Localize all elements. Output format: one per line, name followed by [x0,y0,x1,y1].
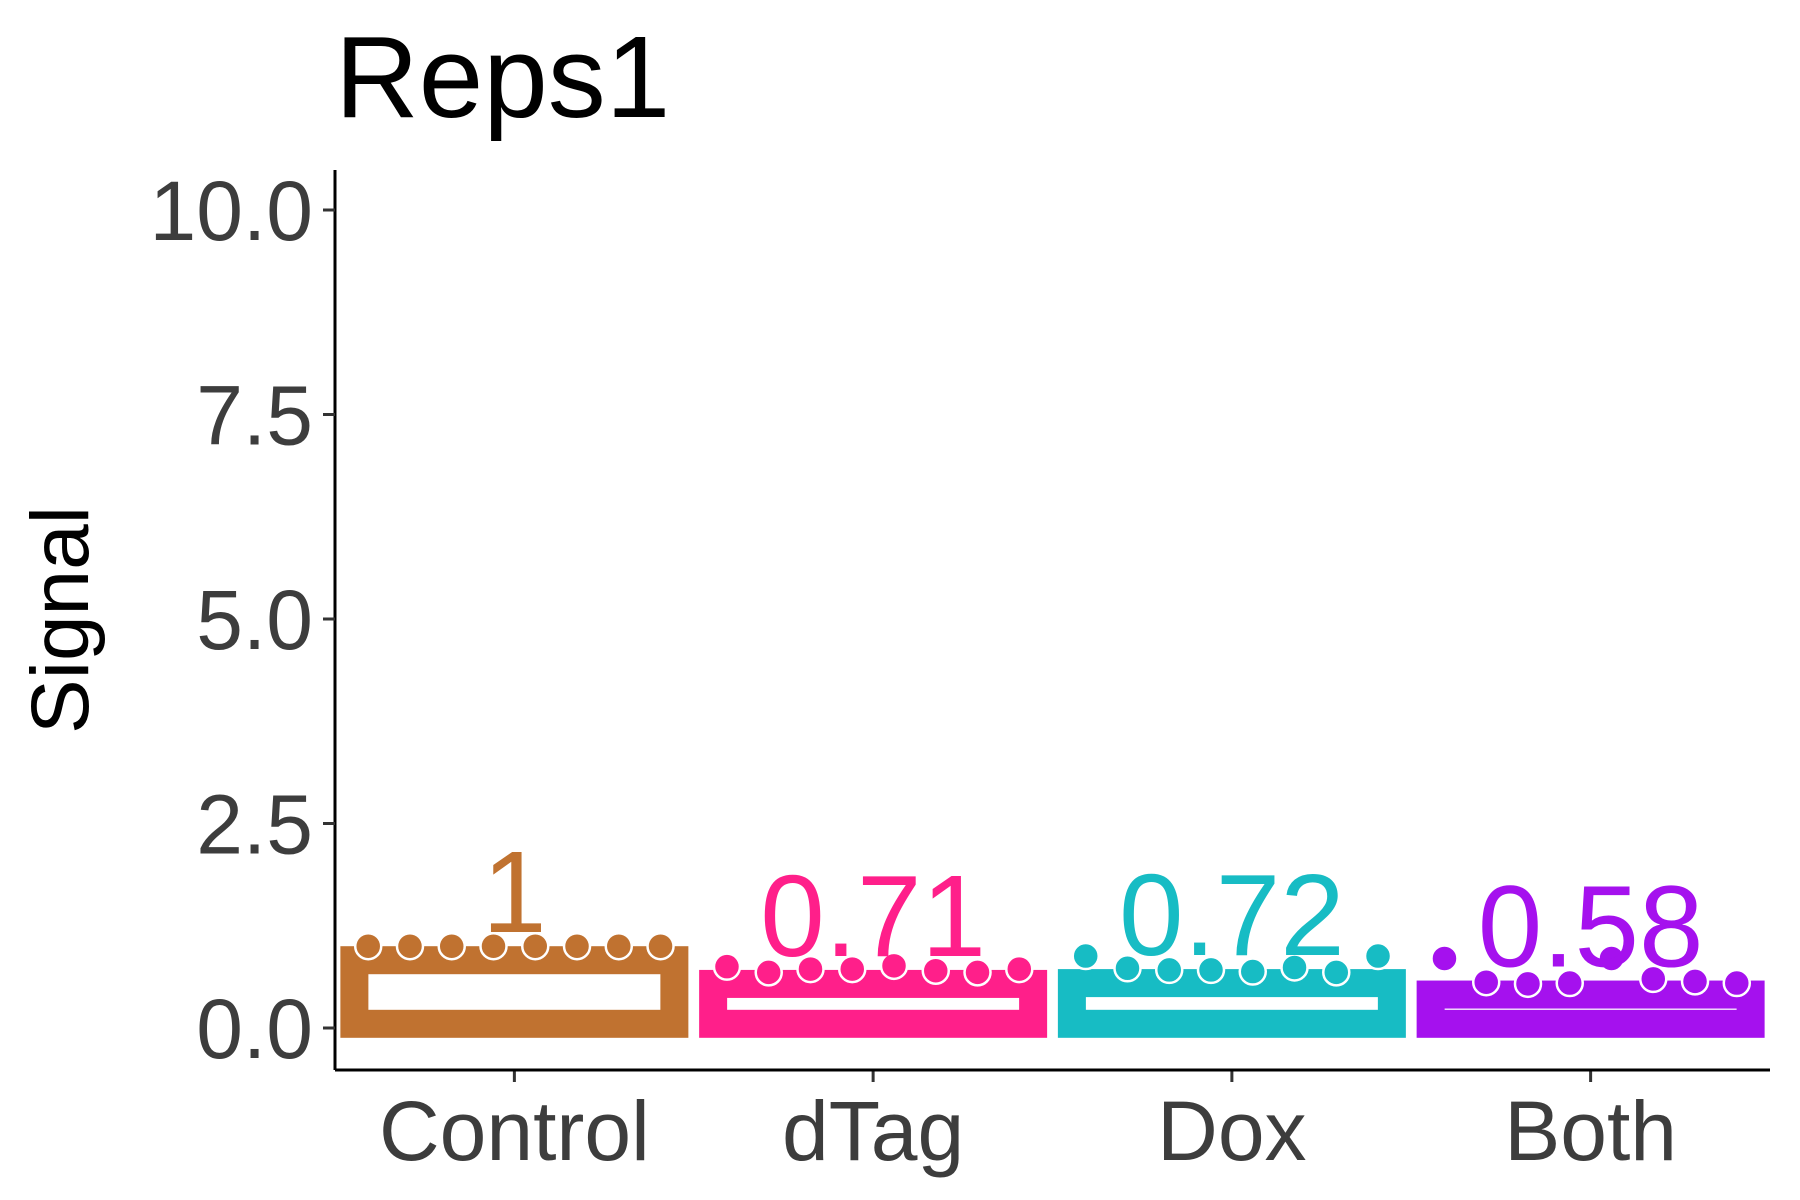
data-point-control [437,931,466,961]
x-tick-label-both: Both [1504,1084,1677,1178]
data-point-dox [1238,957,1268,986]
y-tick-label: 5.0 [196,573,313,667]
data-point-dox [1280,953,1309,982]
axes: Control dTag Dox Both 0.0 2.5 5.0 7.5 10.0 [150,164,1770,1178]
data-point-dtag [754,958,783,987]
data-point-control [562,931,592,961]
data-point-dtag [1005,954,1034,984]
data-point-control [646,931,675,961]
data-point-control [353,931,383,961]
y-tick-label: 2.5 [196,778,313,872]
data-point-dox [1363,941,1393,971]
x-tick-label-control: Control [379,1084,650,1178]
x-tick-label-dtag: dTag [782,1084,964,1178]
bar-both [1416,980,1765,1038]
bar-control [340,946,689,1038]
data-point-control [521,931,550,961]
data-point-both [1639,964,1668,994]
y-tick-label: 0.0 [196,982,313,1076]
data-point-dox [1154,955,1184,985]
data-label-dtag: 0.71 [760,851,986,981]
bar-dtag [699,969,1048,1038]
data-point-both [1471,967,1501,997]
data-point-dox [1071,941,1100,971]
data-label-both: 0.58 [1478,862,1704,992]
data-point-dtag [921,956,951,985]
data-point-dtag [837,954,867,984]
y-tick-label: 10.0 [150,164,314,258]
data-label-dox: 0.72 [1119,850,1345,980]
data-point-dox [1196,955,1226,985]
data-point-dox [1322,958,1351,987]
data-point-both [1597,944,1626,973]
data-labels-layer: 1 0.71 0.72 0.58 [482,827,1703,991]
data-point-dox [1113,954,1142,983]
data-point-control [395,931,425,961]
data-point-both [1722,968,1752,998]
bar-dox [1057,969,1406,1038]
y-axis-title: Signal [15,506,106,734]
points-layer [353,931,1752,999]
data-point-dtag [712,952,742,981]
y-tick-label: 7.5 [196,369,313,463]
data-point-dtag [963,958,992,987]
bars-layer [340,946,1765,1038]
data-label-control: 1 [482,827,547,957]
data-point-both [1680,967,1710,996]
data-point-both [1513,969,1543,999]
data-point-control [604,931,634,961]
data-point-both [1555,968,1584,998]
chart-title: Reps1 [335,12,670,142]
x-tick-label-dox: Dox [1157,1084,1306,1178]
data-point-control [479,931,508,961]
data-point-dtag [879,951,909,981]
data-point-both [1430,944,1459,973]
data-point-dtag [796,954,825,984]
